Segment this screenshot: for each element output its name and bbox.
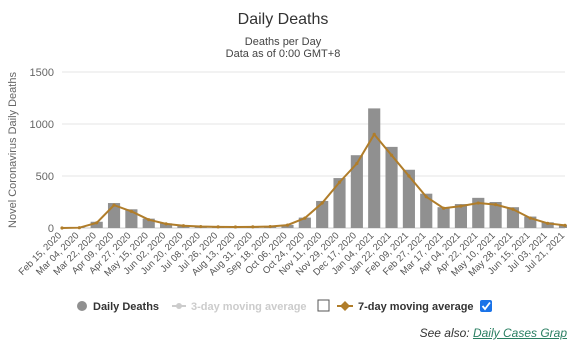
line-point[interactable] [355, 162, 358, 165]
line-point[interactable] [321, 201, 324, 204]
legend-item-daily-deaths[interactable]: Daily Deaths [77, 301, 159, 313]
bar[interactable] [438, 207, 450, 228]
legend-label-daily-deaths: Daily Deaths [93, 301, 159, 313]
bar[interactable] [403, 170, 415, 228]
checkbox-7-day-box [480, 300, 492, 312]
line-point[interactable] [511, 208, 514, 211]
legend-label-3-day: 3-day moving average [191, 301, 307, 313]
line-point[interactable] [338, 181, 341, 184]
bar[interactable] [316, 201, 328, 228]
legend: Daily Deaths 3-day moving average 7-day … [77, 300, 492, 313]
line-point[interactable] [390, 154, 393, 157]
line-point[interactable] [442, 207, 445, 210]
line-point[interactable] [251, 225, 254, 228]
legend-item-7-day-average[interactable]: 7-day moving average [337, 301, 474, 313]
see-also-note: See also: Daily Cases Grap [420, 326, 567, 340]
line-point[interactable] [529, 217, 532, 220]
legend-item-3-day-average[interactable]: 3-day moving average [172, 301, 307, 313]
see-also-prefix: See also: [420, 326, 470, 340]
line-point[interactable] [147, 218, 150, 221]
legend-marker-daily-deaths [77, 301, 87, 311]
line-point[interactable] [407, 174, 410, 177]
line-point[interactable] [234, 225, 237, 228]
chart-subtitle-2: Data as of 0:00 GMT+8 [226, 48, 341, 60]
chart-subtitle-1: Deaths per Day [245, 36, 322, 48]
line-point[interactable] [546, 222, 549, 225]
bar[interactable] [351, 155, 363, 228]
line-point[interactable] [199, 225, 202, 228]
line-point[interactable] [269, 225, 272, 228]
line-point[interactable] [130, 210, 133, 213]
y-tick-label: 500 [36, 171, 54, 183]
daily-deaths-bars [73, 108, 567, 228]
y-axis-title: Novel Coronavirus Daily Deaths [7, 72, 19, 228]
legend-label-7-day: 7-day moving average [358, 301, 474, 313]
line-point[interactable] [60, 226, 63, 229]
line-point[interactable] [78, 226, 81, 229]
line-point[interactable] [182, 224, 185, 227]
line-point[interactable] [164, 222, 167, 225]
line-point[interactable] [477, 201, 480, 204]
line-point[interactable] [112, 204, 115, 207]
legend-marker-7-day [340, 301, 350, 311]
bar[interactable] [333, 178, 345, 228]
bar[interactable] [368, 108, 380, 228]
daily-cases-graph-link[interactable]: Daily Cases Grap [473, 326, 567, 340]
line-point[interactable] [303, 217, 306, 220]
y-tick-label: 1500 [30, 67, 54, 79]
line-point[interactable] [217, 225, 220, 228]
line-point[interactable] [563, 224, 566, 227]
checkbox-3-day-average[interactable] [318, 300, 329, 311]
line-point[interactable] [286, 223, 289, 226]
line-point[interactable] [373, 133, 376, 136]
daily-deaths-chart: Daily Deaths Deaths per Day Data as of 0… [0, 0, 567, 320]
legend-marker-3-day [176, 303, 182, 309]
line-point[interactable] [425, 195, 428, 198]
line-point[interactable] [95, 221, 98, 224]
y-tick-label: 1000 [30, 119, 54, 131]
chart-title: Daily Deaths [238, 11, 329, 28]
line-point[interactable] [459, 205, 462, 208]
checkbox-7-day-average[interactable] [480, 300, 492, 312]
line-point[interactable] [494, 203, 497, 206]
